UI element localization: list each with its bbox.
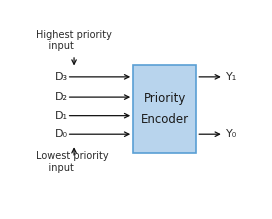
- Text: Y₁: Y₁: [226, 72, 237, 82]
- Text: Y₀: Y₀: [226, 129, 237, 139]
- Text: Lowest priority
    input: Lowest priority input: [36, 151, 109, 173]
- Text: D₂: D₂: [55, 92, 68, 102]
- Text: D₁: D₁: [55, 111, 68, 121]
- Text: D₀: D₀: [55, 129, 68, 139]
- Text: Highest priority
    input: Highest priority input: [36, 30, 112, 51]
- Text: Encoder: Encoder: [141, 113, 189, 125]
- Text: D₃: D₃: [55, 72, 68, 82]
- FancyBboxPatch shape: [133, 65, 196, 153]
- Text: Priority: Priority: [144, 92, 186, 105]
